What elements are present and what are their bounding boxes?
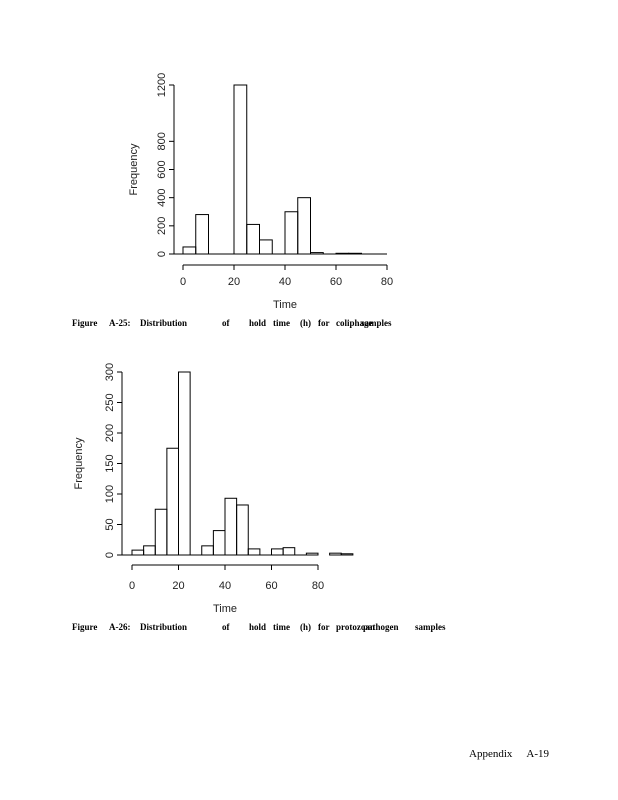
y-tick-label: 0 bbox=[104, 552, 116, 558]
histogram-bar bbox=[259, 239, 273, 255]
histogram-bar bbox=[131, 549, 145, 556]
y-tick-label: 200 bbox=[104, 424, 116, 442]
figure-caption-a25: Figure A-25: Distribution of hold time (… bbox=[72, 318, 392, 330]
caption-word: hold bbox=[249, 318, 267, 328]
figure-caption-a26: Figure A-26: Distribution of hold time (… bbox=[72, 622, 452, 634]
caption-word: samples bbox=[415, 622, 446, 632]
y-tick-label: 100 bbox=[104, 485, 116, 503]
y-tick-label: 400 bbox=[156, 188, 168, 206]
histogram-bar bbox=[178, 371, 191, 556]
histogram-bar bbox=[340, 553, 354, 556]
y-tick-label: 600 bbox=[156, 160, 168, 178]
histogram-bar bbox=[271, 548, 284, 556]
x-tick-label: 80 bbox=[381, 276, 393, 288]
histogram-bar bbox=[154, 508, 168, 556]
x-tick-label: 40 bbox=[219, 580, 231, 592]
caption-word: Distribution bbox=[140, 318, 188, 328]
caption-word: (h) bbox=[300, 622, 311, 632]
histogram-bar bbox=[282, 547, 296, 556]
histogram-bar bbox=[195, 214, 209, 255]
caption-word: coliphage bbox=[336, 318, 373, 328]
histogram-bar bbox=[143, 545, 156, 556]
x-tick-label: 20 bbox=[172, 580, 184, 592]
y-tick-label: 50 bbox=[104, 518, 116, 530]
caption-word: Figure bbox=[72, 318, 98, 328]
page-footer: Appendix A-19 bbox=[469, 748, 563, 760]
y-axis-label: Frequency bbox=[128, 143, 140, 195]
caption-word: of bbox=[222, 318, 230, 328]
y-axis-label: Frequency bbox=[73, 437, 85, 489]
x-axis-label: Time bbox=[273, 299, 297, 311]
caption-word: for bbox=[318, 622, 330, 632]
y-tick-label: 150 bbox=[104, 454, 116, 472]
caption-word: Distribution bbox=[140, 622, 188, 632]
y-tick-label: 250 bbox=[104, 393, 116, 411]
caption-word: (h) bbox=[300, 318, 311, 328]
y-tick-label: 0 bbox=[156, 251, 168, 257]
page-number: A-19 bbox=[526, 748, 549, 760]
x-tick-label: 60 bbox=[330, 276, 342, 288]
caption-word: protozoan bbox=[336, 622, 375, 632]
caption-word: A-26: bbox=[109, 622, 131, 632]
histogram-bar bbox=[247, 548, 261, 556]
caption-word: for bbox=[318, 318, 330, 328]
x-tick-label: 20 bbox=[228, 276, 240, 288]
x-axis-label: Time bbox=[213, 603, 237, 615]
histogram-bar bbox=[233, 84, 248, 255]
caption-word: pathogen bbox=[363, 622, 399, 632]
histogram-bar bbox=[246, 223, 260, 255]
caption-word: of bbox=[222, 622, 230, 632]
y-tick-label: 200 bbox=[156, 217, 168, 235]
histogram-bar bbox=[236, 504, 249, 556]
histogram-bar bbox=[297, 197, 311, 255]
x-tick-label: 80 bbox=[312, 580, 324, 592]
histogram-bar bbox=[201, 545, 214, 556]
caption-word: Figure bbox=[72, 622, 98, 632]
caption-word: time bbox=[273, 622, 290, 632]
y-tick-label: 300 bbox=[104, 363, 116, 381]
x-tick-label: 0 bbox=[129, 580, 135, 592]
y-tick-label: 1200 bbox=[156, 73, 168, 97]
histogram-bar bbox=[284, 211, 299, 255]
histogram-bar bbox=[224, 497, 238, 556]
caption-word: hold bbox=[249, 622, 267, 632]
caption-word: time bbox=[273, 318, 290, 328]
histogram-bar bbox=[329, 552, 342, 556]
caption-word: samples bbox=[361, 318, 392, 328]
footer-label: Appendix bbox=[469, 748, 513, 760]
x-tick-label: 40 bbox=[279, 276, 291, 288]
histogram-bar bbox=[166, 447, 179, 556]
x-tick-label: 0 bbox=[180, 276, 186, 288]
histogram-bar bbox=[212, 530, 226, 556]
x-tick-label: 60 bbox=[265, 580, 277, 592]
y-tick-label: 800 bbox=[156, 132, 168, 150]
histogram-bar bbox=[182, 246, 197, 255]
caption-word: A-25: bbox=[109, 318, 131, 328]
